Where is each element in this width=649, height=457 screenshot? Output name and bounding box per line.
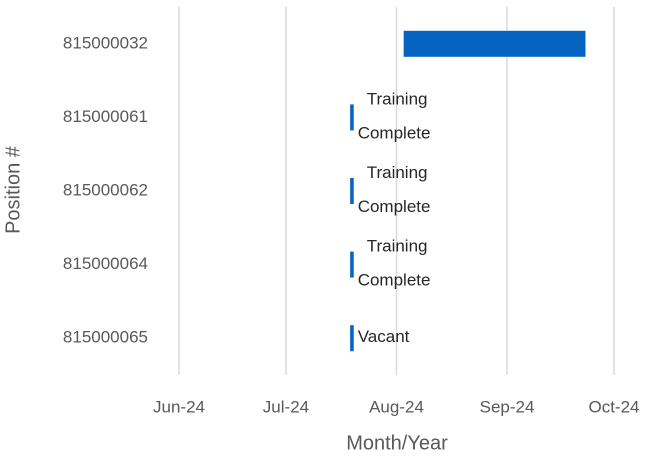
y-tick-label: 815000062 (63, 180, 148, 199)
x-axis-title: Month/Year (346, 432, 448, 454)
x-tick-label: Oct-24 (588, 397, 639, 416)
data-label-line: Complete (358, 271, 431, 290)
data-label: Training Complete (358, 237, 431, 290)
y-tick-label: 815000061 (63, 107, 148, 126)
y-tick-label: 815000065 (63, 328, 148, 347)
data-label-line: Training (367, 237, 428, 256)
x-tick-label: Jul-24 (263, 397, 309, 416)
y-tick-label: 815000064 (63, 254, 148, 273)
data-label: Training Complete (358, 163, 431, 216)
y-axis-title: Position # (2, 145, 24, 234)
data-label-line: Training (367, 163, 428, 182)
bar (403, 30, 586, 57)
bar (350, 325, 354, 352)
y-tick-label: 815000032 (63, 33, 148, 52)
x-tick-label: Sep-24 (480, 397, 535, 416)
x-tick-label: Jun-24 (153, 397, 205, 416)
bar (350, 251, 354, 278)
data-label-line: Complete (358, 124, 431, 143)
bar (350, 104, 354, 131)
data-label-line: Vacant (358, 328, 410, 347)
bar (350, 178, 354, 204)
data-label-line: Training (367, 90, 428, 109)
data-label: Vacant (358, 328, 410, 347)
x-tick-label: Aug-24 (369, 397, 424, 416)
data-label: Training Complete (358, 90, 431, 143)
data-label-line: Complete (358, 197, 431, 216)
